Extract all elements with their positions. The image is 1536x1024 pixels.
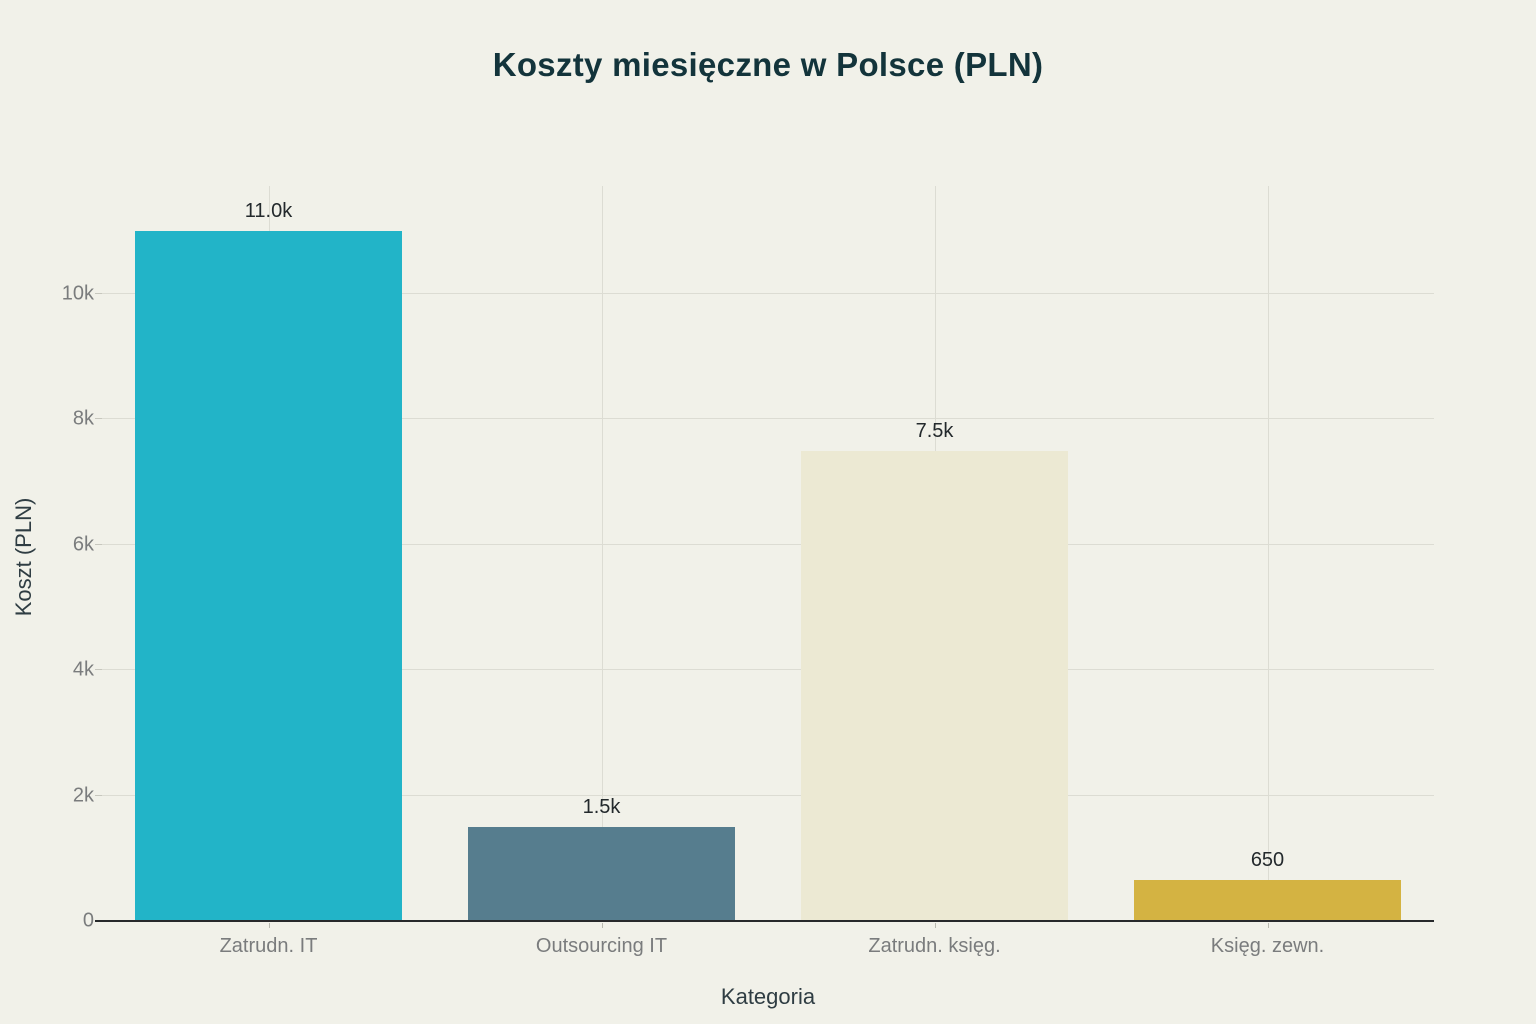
x-axis-tick-labels: Zatrudn. IT Outsourcing IT Zatrudn. księg.… (102, 921, 1434, 981)
h-gridline (102, 543, 1434, 545)
y-tick-label: 2k (72, 784, 94, 807)
x-tick-mark (934, 923, 936, 928)
y-tick-label: 10k (61, 282, 94, 305)
x-axis-line (95, 920, 1434, 922)
bar-value-label: 1.5k (582, 795, 621, 818)
x-tick-label: Zatrudn. IT (219, 935, 318, 957)
x-tick-mark (601, 923, 603, 928)
x-tick-label: Księg. zewn. (1210, 935, 1325, 957)
plot-area: 11.0k 1.5k 7.5k 650 (95, 186, 1434, 922)
y-tick-label: 6k (72, 533, 94, 556)
y-tick-mark (95, 292, 102, 294)
x-tick-mark (1267, 923, 1269, 928)
h-gridline (102, 292, 1434, 294)
x-tick-mark (268, 923, 270, 928)
bar (468, 826, 735, 921)
h-gridline (102, 669, 1434, 671)
y-tick-mark (95, 669, 102, 671)
bar (135, 231, 402, 921)
bar (1134, 880, 1401, 921)
bar-value-label: 650 (1250, 849, 1285, 872)
y-tick-mark (95, 543, 102, 545)
v-gridline (1267, 186, 1269, 921)
y-tick-label: 8k (72, 407, 94, 430)
bar-value-label: 11.0k (244, 200, 293, 223)
chart-title: Koszty miesięczne w Polsce (PLN) (492, 46, 1044, 83)
v-gridline (601, 186, 603, 921)
y-tick-label: 0 (82, 909, 94, 932)
h-gridline (102, 418, 1434, 420)
x-tick-label: Zatrudn. księg. (868, 935, 1001, 957)
y-axis-tick-labels: 0 2k 4k 6k 8k 10k (0, 186, 94, 931)
y-tick-label: 4k (72, 658, 94, 681)
x-axis-title: Kategoria (720, 984, 816, 1009)
y-tick-mark (95, 794, 102, 796)
x-tick-label: Outsourcing IT (535, 935, 668, 957)
h-gridline (102, 794, 1434, 796)
bar-value-label: 7.5k (915, 419, 954, 442)
y-tick-mark (95, 418, 102, 420)
bar (801, 450, 1068, 921)
